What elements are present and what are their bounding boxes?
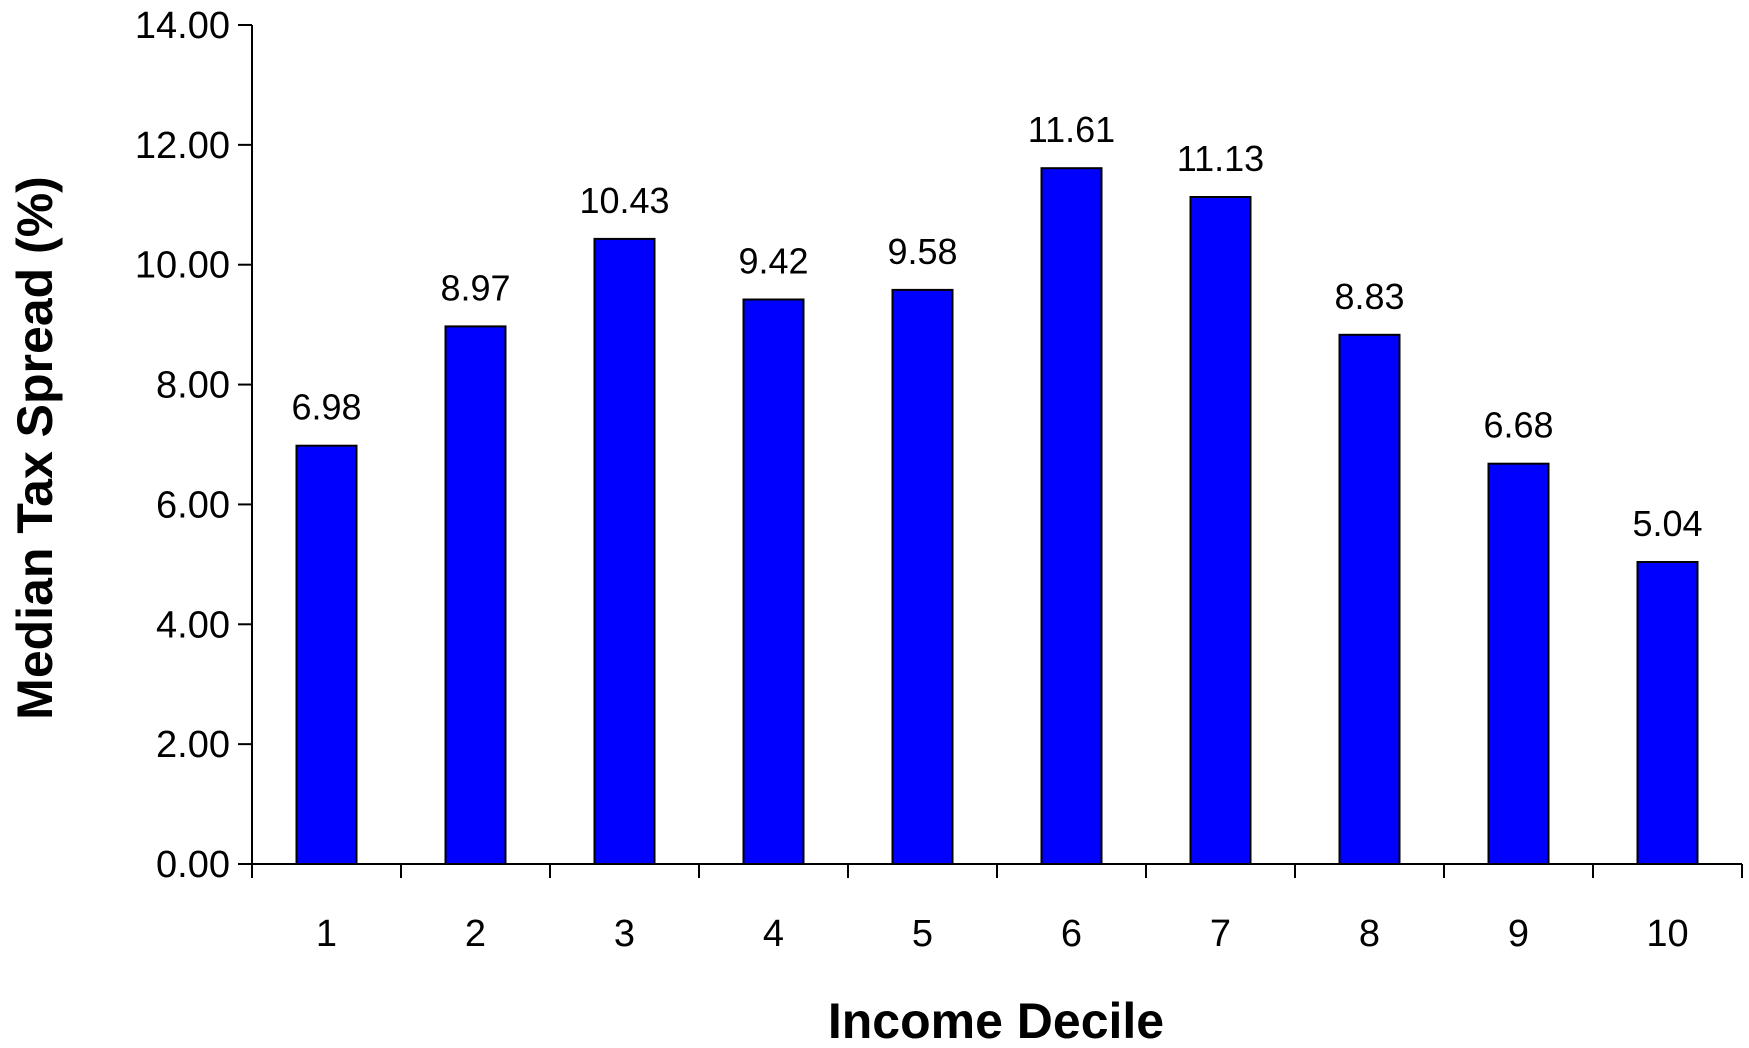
bar-2 (444, 325, 507, 865)
x-tick-label-6: 6 (1061, 913, 1082, 955)
bar-9 (1487, 462, 1550, 865)
data-label-3: 10.43 (579, 180, 669, 221)
y-tick-label: 12.00 (135, 125, 230, 167)
x-tick-label-9: 9 (1508, 913, 1529, 955)
x-tick-label-2: 2 (465, 913, 486, 955)
y-tick-label: 0.00 (156, 844, 230, 886)
data-label-1: 6.98 (291, 387, 361, 428)
bar-8 (1338, 333, 1401, 865)
x-tick-label-3: 3 (614, 913, 635, 955)
data-label-2: 8.97 (440, 267, 510, 308)
labels-group: 6.98 8.97 10.43 9.42 9.58 11.61 11.13 8.83 6.68 5… (135, 5, 1703, 955)
bar-5 (891, 288, 954, 865)
data-label-5: 9.58 (887, 231, 957, 272)
data-label-4: 9.42 (738, 241, 808, 282)
y-tick-label: 10.00 (135, 245, 230, 287)
data-label-8: 8.83 (1334, 276, 1404, 317)
y-tick-label: 8.00 (156, 365, 230, 407)
bar-1 (295, 444, 358, 865)
bar-6 (1040, 167, 1103, 865)
bar-3 (593, 237, 656, 865)
x-tick-label-5: 5 (912, 913, 933, 955)
bar-4 (742, 298, 805, 865)
x-tick-label-4: 4 (763, 913, 784, 955)
bar-10 (1636, 561, 1699, 865)
data-label-9: 6.68 (1483, 405, 1553, 446)
bar-7 (1189, 196, 1252, 865)
x-tick-label-10: 10 (1646, 913, 1688, 955)
y-tick-label: 6.00 (156, 484, 230, 526)
axes-group (238, 24, 1743, 878)
x-tick-label-8: 8 (1359, 913, 1380, 955)
y-axis-title: Median Tax Spread (%) (7, 176, 63, 720)
bars-group (295, 167, 1699, 865)
x-tick-label-7: 7 (1210, 913, 1231, 955)
data-label-7: 11.13 (1177, 138, 1264, 179)
data-label-6: 11.61 (1028, 109, 1115, 150)
y-tick-label: 4.00 (156, 604, 230, 646)
y-tick-label: 14.00 (135, 5, 230, 47)
x-axis-title: Income Decile (828, 993, 1164, 1048)
data-label-10: 5.04 (1632, 503, 1702, 544)
y-tick-label: 2.00 (156, 724, 230, 766)
x-tick-label-1: 1 (316, 913, 337, 955)
